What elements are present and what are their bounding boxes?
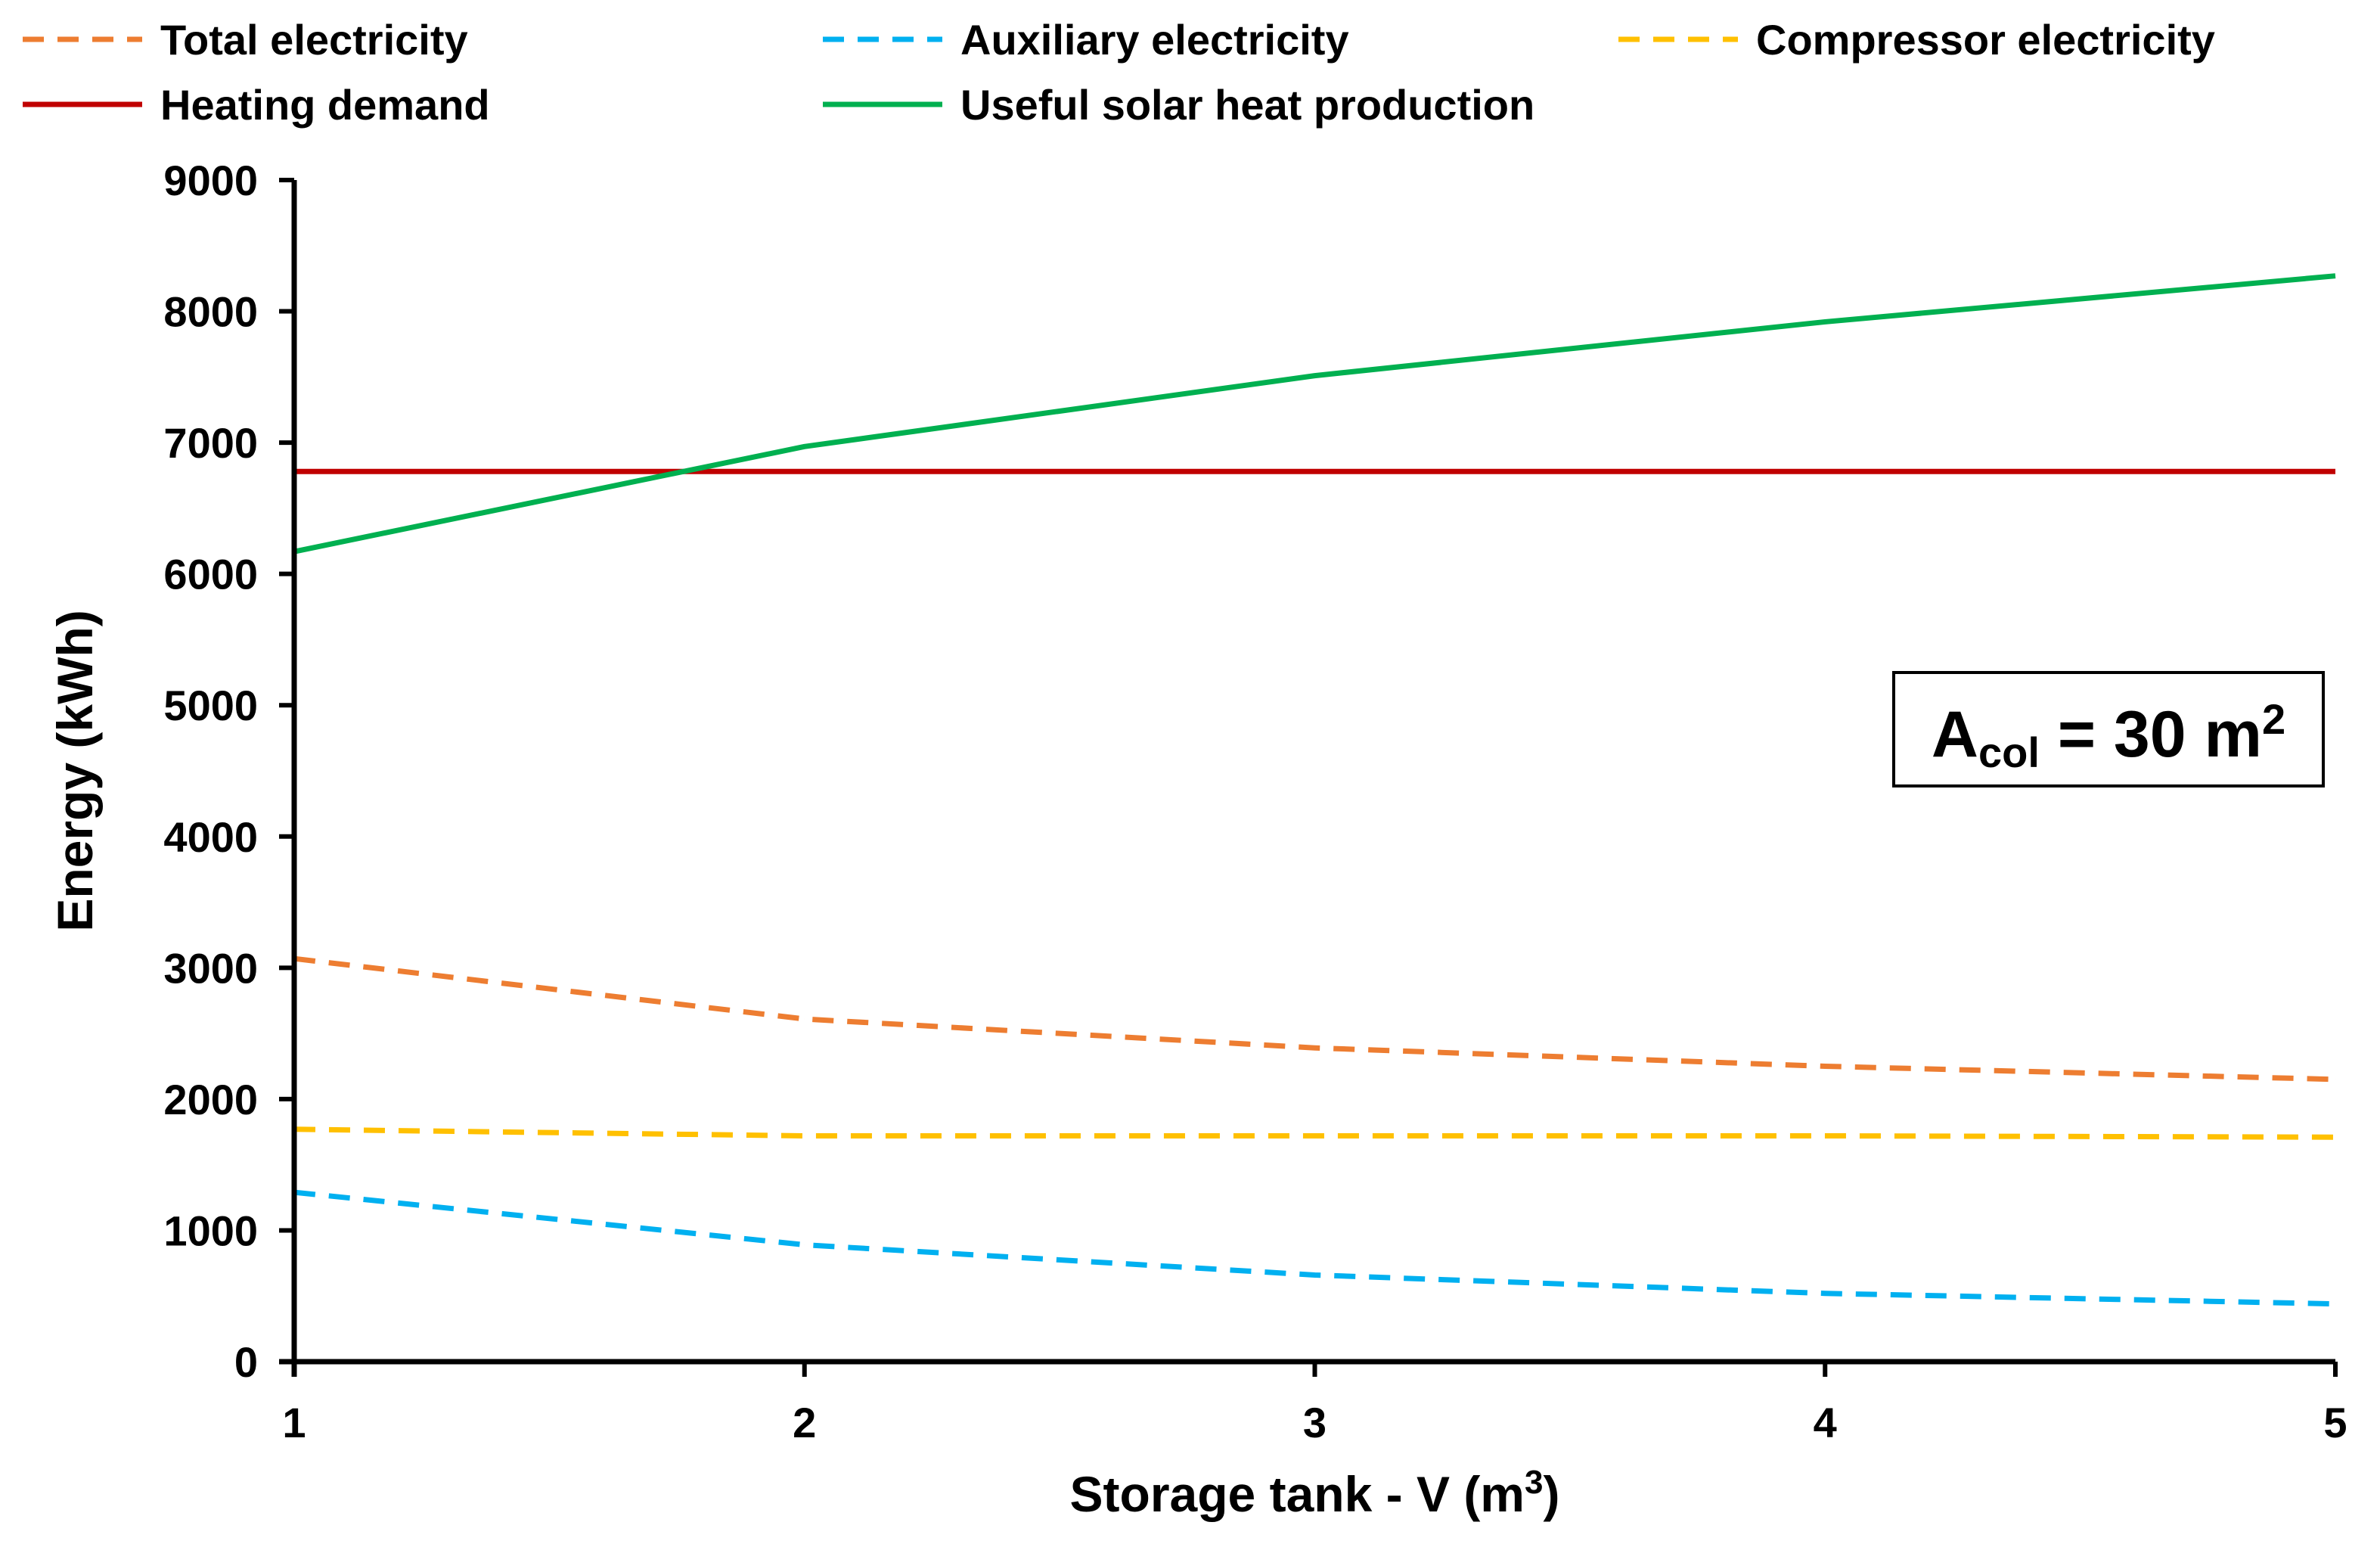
legend-label: Compressor electricity [1756,16,2215,64]
annotation-rest: = 30 m [2040,698,2262,771]
y-axis-title: Energy (kWh) [47,610,103,931]
series-line-useful-solar-heat-production [294,276,2335,551]
y-tick-label: 4000 [163,813,258,861]
legend-label: Total electricity [160,16,468,64]
legend: Total electricity Auxiliary electricity Co… [23,16,2215,129]
series-line-auxiliary-electricity [294,1192,2335,1304]
annotation-main: A [1932,698,1978,771]
annotation-superscript: 2 [2262,695,2285,743]
annotation-subscript: col [1978,728,2040,776]
x-tick-label: 1 [282,1399,306,1446]
legend-item: Heating demand [23,81,490,129]
y-tick-label: 7000 [163,419,258,467]
collector-area-annotation: Acol = 30 m2 [1894,673,2323,786]
x-axis-ticks: 1 2 3 4 5 [282,1362,2347,1446]
series-line-compressor-electricity [294,1129,2335,1137]
y-tick-label: 9000 [163,157,258,204]
x-tick-label: 2 [793,1399,816,1446]
series-line-total-electricity [294,958,2335,1079]
y-axis-ticks: 0 1000 2000 3000 4000 5000 6000 7000 8000 9000 [163,157,294,1386]
legend-label: Useful solar heat production [960,81,1534,129]
y-tick-label: 5000 [163,682,258,729]
x-axis-title: Storage tank - V (m3) [1070,1464,1560,1522]
y-tick-label: 3000 [163,944,258,992]
y-tick-label: 6000 [163,551,258,598]
legend-item: Auxiliary electricity [823,16,1349,64]
legend-label: Heating demand [160,81,490,129]
axes: 0 1000 2000 3000 4000 5000 6000 7000 8000 9000 1 2… [163,157,2347,1446]
y-tick-label: 0 [234,1338,258,1386]
series-layer [294,276,2335,1304]
legend-item: Total electricity [23,16,468,64]
legend-label: Auxiliary electricity [960,16,1349,64]
y-tick-label: 2000 [163,1076,258,1123]
x-tick-label: 3 [1303,1399,1327,1446]
legend-item: Compressor electricity [1618,16,2215,64]
y-tick-label: 8000 [163,288,258,336]
y-tick-label: 1000 [163,1207,258,1254]
x-tick-label: 4 [1814,1399,1837,1446]
x-tick-label: 5 [2323,1399,2347,1446]
legend-item: Useful solar heat production [823,81,1534,129]
